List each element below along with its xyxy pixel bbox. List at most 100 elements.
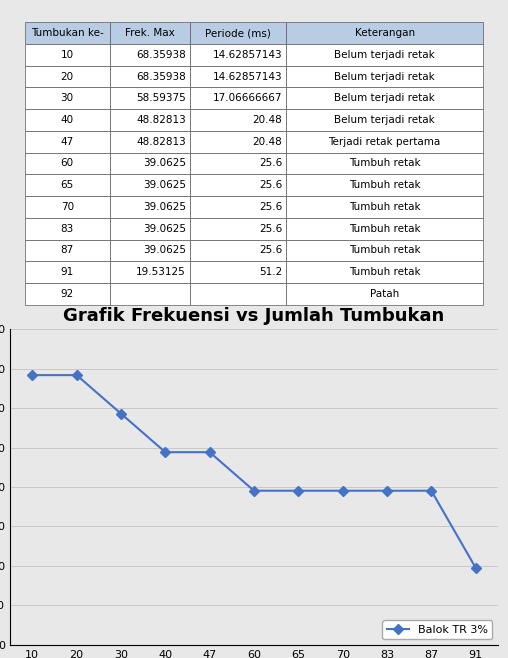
Balok TR 3% bbox=[207, 448, 213, 456]
FancyBboxPatch shape bbox=[190, 44, 286, 66]
FancyBboxPatch shape bbox=[25, 218, 110, 240]
Text: 10: 10 bbox=[60, 50, 74, 60]
FancyBboxPatch shape bbox=[25, 261, 110, 283]
FancyBboxPatch shape bbox=[25, 240, 110, 261]
Text: 20: 20 bbox=[60, 72, 74, 82]
FancyBboxPatch shape bbox=[190, 131, 286, 153]
FancyBboxPatch shape bbox=[110, 109, 190, 131]
Text: 51.2: 51.2 bbox=[259, 267, 282, 277]
Text: 19.53125: 19.53125 bbox=[136, 267, 186, 277]
FancyBboxPatch shape bbox=[286, 88, 483, 109]
Text: Periode (ms): Periode (ms) bbox=[205, 28, 271, 38]
Text: 58.59375: 58.59375 bbox=[136, 93, 186, 103]
Title: Grafik Frekuensi vs Jumlah Tumbukan: Grafik Frekuensi vs Jumlah Tumbukan bbox=[64, 307, 444, 325]
Text: Belum terjadi retak: Belum terjadi retak bbox=[334, 115, 435, 125]
FancyBboxPatch shape bbox=[286, 131, 483, 153]
Text: Frek. Max: Frek. Max bbox=[125, 28, 175, 38]
Balok TR 3% bbox=[295, 487, 301, 495]
FancyBboxPatch shape bbox=[286, 109, 483, 131]
Legend: Balok TR 3%: Balok TR 3% bbox=[383, 620, 492, 640]
FancyBboxPatch shape bbox=[25, 196, 110, 218]
FancyBboxPatch shape bbox=[286, 240, 483, 261]
Text: 68.35938: 68.35938 bbox=[136, 72, 186, 82]
FancyBboxPatch shape bbox=[286, 66, 483, 88]
Text: Belum terjadi retak: Belum terjadi retak bbox=[334, 72, 435, 82]
FancyBboxPatch shape bbox=[286, 153, 483, 174]
FancyBboxPatch shape bbox=[190, 153, 286, 174]
Text: Belum terjadi retak: Belum terjadi retak bbox=[334, 93, 435, 103]
Text: 39.0625: 39.0625 bbox=[143, 224, 186, 234]
FancyBboxPatch shape bbox=[25, 44, 110, 66]
Text: 91: 91 bbox=[60, 267, 74, 277]
FancyBboxPatch shape bbox=[110, 66, 190, 88]
FancyBboxPatch shape bbox=[110, 88, 190, 109]
Text: 92: 92 bbox=[60, 289, 74, 299]
Text: Tumbuh retak: Tumbuh retak bbox=[349, 159, 421, 168]
Text: 14.62857143: 14.62857143 bbox=[212, 72, 282, 82]
FancyBboxPatch shape bbox=[190, 261, 286, 283]
Text: 47: 47 bbox=[60, 137, 74, 147]
FancyBboxPatch shape bbox=[110, 131, 190, 153]
Text: Tumbuh retak: Tumbuh retak bbox=[349, 267, 421, 277]
Text: 25.6: 25.6 bbox=[259, 159, 282, 168]
FancyBboxPatch shape bbox=[190, 109, 286, 131]
Text: 87: 87 bbox=[60, 245, 74, 255]
Text: 39.0625: 39.0625 bbox=[143, 202, 186, 212]
Text: 20.48: 20.48 bbox=[252, 137, 282, 147]
Text: 60: 60 bbox=[60, 159, 74, 168]
Balok TR 3% bbox=[428, 487, 434, 495]
FancyBboxPatch shape bbox=[286, 218, 483, 240]
Text: 39.0625: 39.0625 bbox=[143, 159, 186, 168]
FancyBboxPatch shape bbox=[110, 153, 190, 174]
Text: Keterangan: Keterangan bbox=[355, 28, 415, 38]
Text: Belum terjadi retak: Belum terjadi retak bbox=[334, 50, 435, 60]
FancyBboxPatch shape bbox=[25, 22, 110, 44]
Text: 39.0625: 39.0625 bbox=[143, 180, 186, 190]
Balok TR 3% bbox=[472, 564, 479, 572]
FancyBboxPatch shape bbox=[286, 196, 483, 218]
FancyBboxPatch shape bbox=[25, 88, 110, 109]
FancyBboxPatch shape bbox=[286, 174, 483, 196]
Text: Tumbuh retak: Tumbuh retak bbox=[349, 224, 421, 234]
FancyBboxPatch shape bbox=[190, 174, 286, 196]
FancyBboxPatch shape bbox=[190, 88, 286, 109]
FancyBboxPatch shape bbox=[110, 261, 190, 283]
Text: 14.62857143: 14.62857143 bbox=[212, 50, 282, 60]
FancyBboxPatch shape bbox=[190, 283, 286, 305]
Text: 25.6: 25.6 bbox=[259, 224, 282, 234]
Text: 25.6: 25.6 bbox=[259, 180, 282, 190]
Text: 30: 30 bbox=[60, 93, 74, 103]
FancyBboxPatch shape bbox=[25, 174, 110, 196]
Balok TR 3% bbox=[340, 487, 346, 495]
FancyBboxPatch shape bbox=[286, 44, 483, 66]
FancyBboxPatch shape bbox=[110, 174, 190, 196]
FancyBboxPatch shape bbox=[25, 131, 110, 153]
Balok TR 3% bbox=[384, 487, 390, 495]
Text: Patah: Patah bbox=[370, 289, 399, 299]
Text: 39.0625: 39.0625 bbox=[143, 245, 186, 255]
Text: Tumbukan ke-: Tumbukan ke- bbox=[31, 28, 104, 38]
Text: Tumbuh retak: Tumbuh retak bbox=[349, 202, 421, 212]
FancyBboxPatch shape bbox=[25, 109, 110, 131]
Balok TR 3% bbox=[118, 410, 124, 418]
FancyBboxPatch shape bbox=[190, 218, 286, 240]
Balok TR 3% bbox=[162, 448, 168, 456]
FancyBboxPatch shape bbox=[25, 283, 110, 305]
FancyBboxPatch shape bbox=[110, 44, 190, 66]
FancyBboxPatch shape bbox=[190, 22, 286, 44]
Balok TR 3% bbox=[251, 487, 257, 495]
FancyBboxPatch shape bbox=[286, 22, 483, 44]
Text: Tumbuh retak: Tumbuh retak bbox=[349, 245, 421, 255]
Text: Tumbuh retak: Tumbuh retak bbox=[349, 180, 421, 190]
FancyBboxPatch shape bbox=[110, 196, 190, 218]
Text: 25.6: 25.6 bbox=[259, 202, 282, 212]
FancyBboxPatch shape bbox=[25, 153, 110, 174]
FancyBboxPatch shape bbox=[286, 261, 483, 283]
FancyBboxPatch shape bbox=[286, 283, 483, 305]
Line: Balok TR 3%: Balok TR 3% bbox=[29, 372, 479, 571]
FancyBboxPatch shape bbox=[110, 218, 190, 240]
Text: 40: 40 bbox=[60, 115, 74, 125]
Text: 17.06666667: 17.06666667 bbox=[213, 93, 282, 103]
Balok TR 3% bbox=[74, 371, 80, 379]
Text: 48.82813: 48.82813 bbox=[136, 115, 186, 125]
